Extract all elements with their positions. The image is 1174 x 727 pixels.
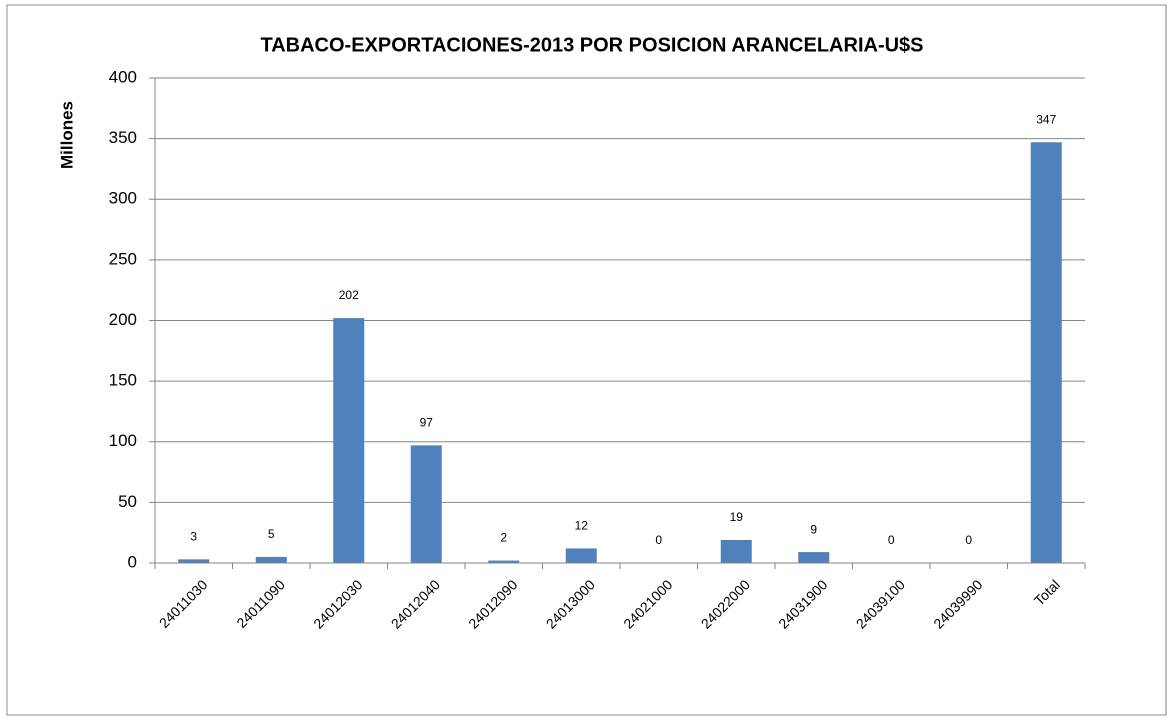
bar [798,552,830,563]
y-tick-label: 400 [109,67,137,86]
data-label: 347 [1036,112,1056,126]
bar [410,445,442,563]
y-tick-label: 350 [109,128,137,147]
data-label: 0 [888,533,895,547]
y-tick-label: 0 [128,552,137,571]
data-label: 12 [575,519,589,533]
y-tick-label: 250 [109,249,137,268]
data-label: 0 [965,533,972,547]
y-tick-label: 50 [118,492,137,511]
data-label: 3 [190,530,197,544]
bar [178,559,210,563]
y-tick-label: 300 [109,189,137,208]
bar [720,539,752,563]
y-tick-label: 100 [109,431,137,450]
bar [565,548,597,563]
y-tick-label: 150 [109,371,137,390]
bar [1030,142,1062,563]
data-label: 9 [810,522,817,536]
data-label: 19 [730,510,744,524]
bar [488,560,520,563]
bar [333,318,365,563]
data-label: 97 [420,416,434,430]
data-label: 202 [339,288,359,302]
data-label: 0 [655,533,662,547]
data-label: 2 [500,531,507,545]
bar [255,556,287,563]
data-label: 5 [268,527,275,541]
y-tick-label: 200 [109,310,137,329]
y-axis-label: Millones [57,101,76,169]
chart-border [6,4,1167,716]
chart-title: TABACO-EXPORTACIONES-2013 POR POSICION A… [260,34,923,56]
